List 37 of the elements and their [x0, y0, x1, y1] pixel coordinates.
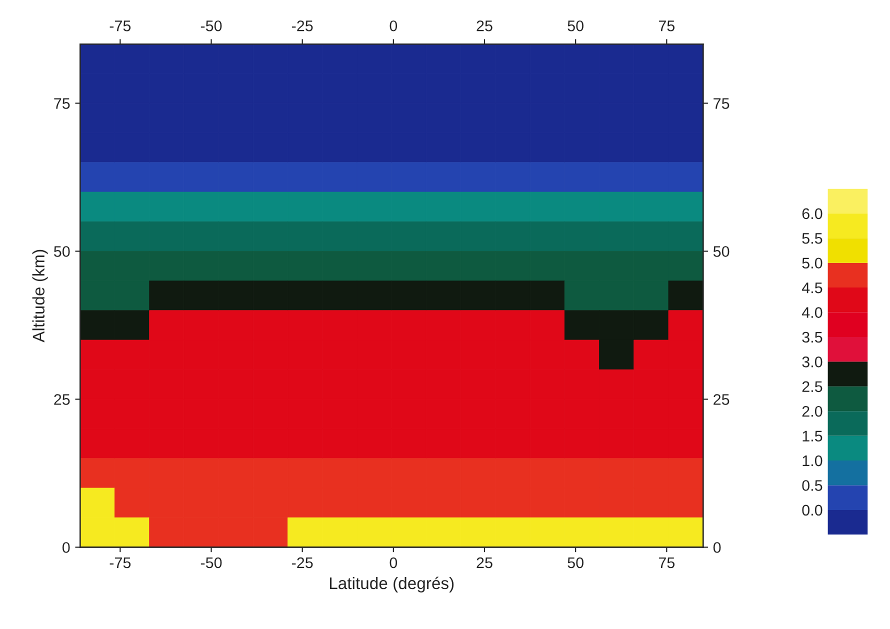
color-bar-label: 0.5 [802, 480, 822, 491]
x-axis-title: Latitude (degrés) [330, 576, 454, 592]
color-bar-label: 5.0 [802, 258, 822, 269]
x-tick-label: -75 [110, 558, 131, 568]
x2-tick-label: -25 [292, 20, 313, 32]
color-bar-label: 4.5 [802, 282, 822, 294]
color-bar-label: 2.0 [802, 406, 822, 417]
color-bar-label: 1.5 [802, 430, 822, 442]
y2-tick-label: 25 [714, 394, 730, 405]
x2-tick-label: 0 [390, 20, 398, 32]
y-tick-label: 75 [54, 98, 70, 109]
y-axis-title: Altitude (km) [32, 250, 48, 342]
x2-tick-label: -50 [200, 20, 222, 32]
x-tick-label: 50 [568, 557, 584, 568]
color-bar-label: 4.0 [802, 307, 822, 318]
x-tick-label: -50 [200, 557, 222, 568]
x-tick-label: 25 [476, 557, 492, 568]
y-tick-label: 25 [54, 394, 70, 405]
y2-tick-label: 75 [714, 98, 730, 109]
x2-tick-label: 75 [658, 20, 675, 32]
y-tick-label: 50 [54, 246, 70, 257]
x2-tick-label: 50 [568, 20, 584, 32]
y-tick-label: 0 [62, 542, 70, 553]
x-tick-label: 0 [390, 557, 398, 568]
color-bar-label: 3.5 [802, 332, 822, 343]
x2-tick-label: -75 [110, 20, 131, 32]
color-bar-label: 6.0 [802, 208, 822, 220]
color-bar-label: 2.5 [802, 381, 822, 392]
x2-tick-label: 25 [476, 20, 492, 32]
y2-tick-label: 50 [713, 246, 730, 257]
x-tick-label: 75 [658, 558, 675, 568]
color-bar-label: 1.0 [802, 455, 822, 466]
x-tick-label: -25 [292, 557, 313, 568]
color-bar-label: 5.5 [802, 233, 822, 244]
color-bar-label: 0.0 [802, 504, 822, 516]
y2-tick-label: 0 [713, 542, 721, 553]
color-bar-label: 3.0 [802, 356, 822, 368]
